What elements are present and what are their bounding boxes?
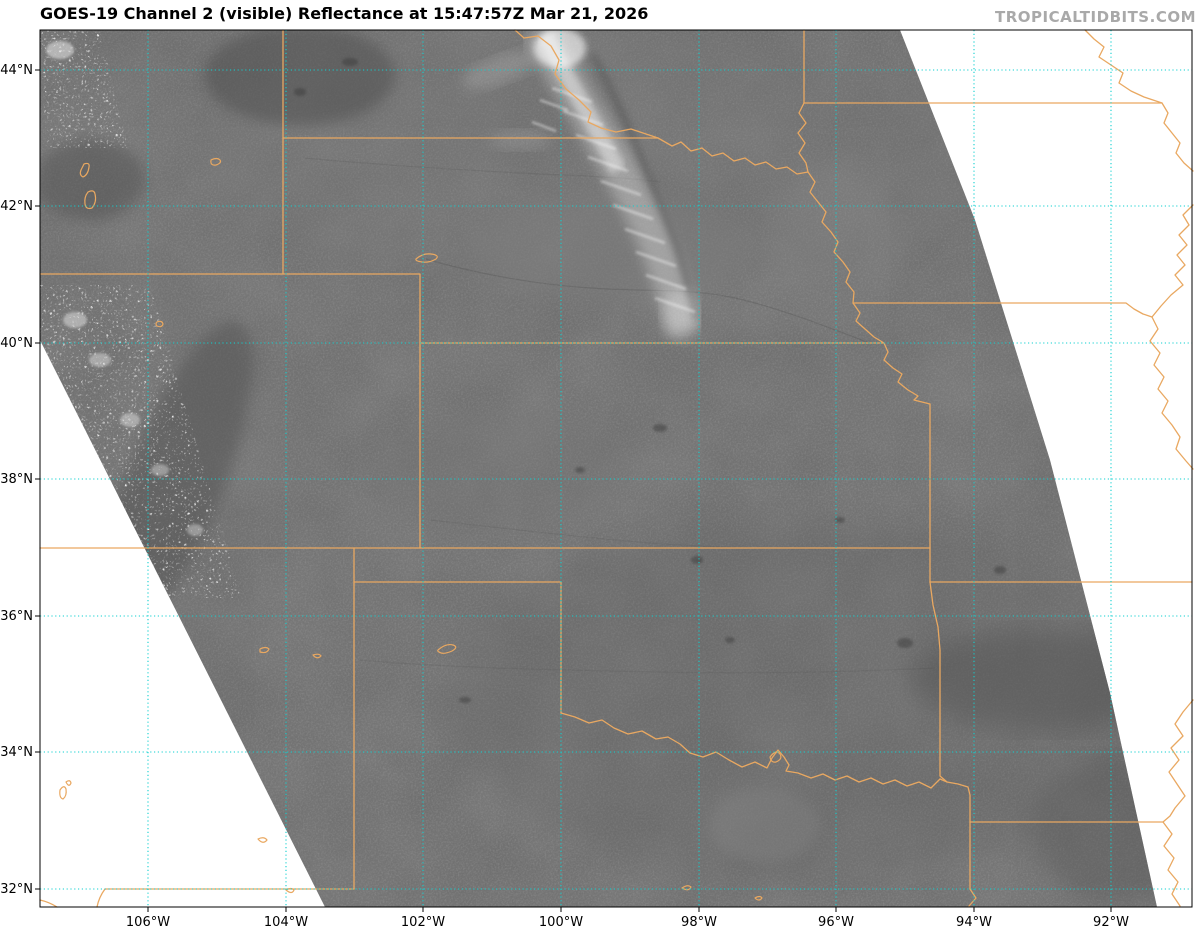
lon-tick-label: 104°W	[264, 915, 308, 929]
lon-tick-label: 100°W	[539, 915, 583, 929]
lon-tick-label: 94°W	[956, 915, 992, 929]
water-features-lakes	[59, 157, 782, 901]
figure-title: GOES-19 Channel 2 (visible) Reflectance …	[40, 4, 649, 23]
lon-tick-label: 98°W	[681, 915, 717, 929]
plot-frame	[35, 29, 1193, 912]
lon-tick-label: 106°W	[126, 915, 170, 929]
lat-tick-label: 44°N	[0, 63, 33, 78]
lat-tick-label: 36°N	[0, 609, 33, 624]
lat-tick-label: 42°N	[0, 199, 33, 214]
lon-tick-label: 102°W	[401, 915, 445, 929]
lon-tick-label: 92°W	[1093, 915, 1129, 929]
lat-tick-label: 38°N	[0, 472, 33, 487]
dark-terrain-specks	[294, 58, 1006, 703]
lon-axis-labels: 106°W 104°W 102°W 100°W 98°W 96°W 94°W 9…	[126, 915, 1129, 929]
lat-tick-label: 32°N	[0, 882, 33, 897]
lon-tick-label: 96°W	[818, 915, 854, 929]
lat-tick-label: 40°N	[0, 336, 33, 351]
axis-ticks	[35, 69, 1112, 912]
lat-axis-labels: 44°N 42°N 40°N 38°N 36°N 34°N 32°N	[0, 63, 33, 897]
lat-tick-label: 34°N	[0, 745, 33, 760]
watermark-tropicaltidbits: TROPICALTIDBITS.COM	[995, 8, 1196, 26]
